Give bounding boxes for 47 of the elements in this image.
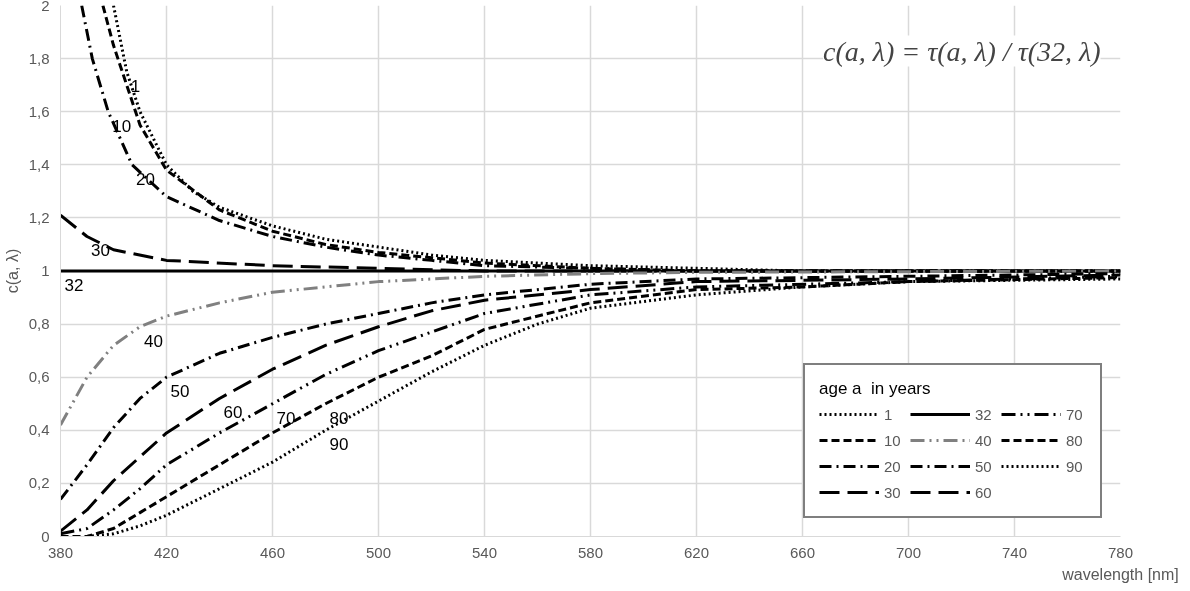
x-tick-label: 420 — [153, 543, 180, 561]
x-tick-label: 500 — [365, 543, 392, 561]
y-tick-label: 1 — [41, 262, 50, 279]
annotation: 20 — [136, 169, 155, 189]
y-tick-label: 0,2 — [28, 474, 50, 492]
y-tick-label: 1,6 — [28, 102, 50, 120]
annotation: 32 — [64, 276, 84, 295]
legend-label: 70 — [1066, 405, 1084, 423]
legend-label: 90 — [1066, 457, 1084, 475]
annotation: 40 — [144, 331, 163, 351]
legend-label: 50 — [975, 457, 993, 475]
y-axis-title: c(a, λ) — [3, 248, 21, 294]
annotation: 80 — [329, 408, 349, 428]
legend-label: 60 — [975, 483, 993, 501]
annotation: 1 — [130, 76, 141, 96]
legend-label: 40 — [975, 431, 993, 449]
annotation: c(a, λ) = τ(a, λ) / τ(32, λ) — [823, 35, 1101, 67]
y-tick-label: 0 — [41, 527, 50, 545]
annotation: 50 — [170, 382, 190, 402]
x-tick-label: 700 — [895, 543, 922, 561]
annotation: 30 — [91, 241, 110, 261]
x-axis-title: wavelength [nm] — [1061, 565, 1179, 583]
x-tick-label: 740 — [1001, 543, 1028, 561]
x-tick-label: 460 — [259, 543, 286, 561]
y-tick-label: 1,4 — [28, 155, 50, 173]
annotation: 70 — [276, 408, 296, 428]
annotation: 60 — [223, 403, 243, 423]
x-tick-label: 580 — [577, 543, 604, 561]
y-tick-label: 1,2 — [28, 208, 50, 226]
legend-title: age a in years — [819, 379, 932, 399]
x-tick-label: 380 — [47, 543, 74, 561]
y-tick-label: 0,8 — [28, 315, 50, 333]
legend-label: 80 — [1066, 431, 1084, 449]
annotation: 90 — [329, 435, 349, 455]
y-tick-label: 1,8 — [28, 49, 50, 67]
legend-label: 20 — [884, 457, 902, 475]
y-tick-label: 2 — [41, 0, 50, 14]
legend-label: 32 — [975, 405, 993, 423]
legend-label: 10 — [884, 431, 902, 449]
x-tick-label: 620 — [683, 543, 710, 561]
x-tick-label: 540 — [471, 543, 498, 561]
legend-label: 30 — [884, 483, 902, 501]
x-tick-label: 660 — [789, 543, 816, 561]
legend-label: 1 — [884, 405, 894, 423]
x-tick-label: 780 — [1107, 543, 1134, 561]
y-tick-label: 0,6 — [28, 368, 50, 386]
y-tick-label: 0,4 — [28, 421, 50, 439]
